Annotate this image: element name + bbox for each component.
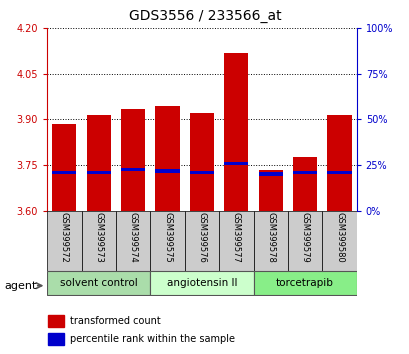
- Bar: [292, 171, 317, 174]
- Text: angiotensin II: angiotensin II: [166, 278, 236, 288]
- Bar: [253, 211, 287, 271]
- Bar: [287, 211, 321, 271]
- Bar: [150, 211, 184, 271]
- Bar: [224, 53, 248, 211]
- Text: torcetrapib: torcetrapib: [276, 278, 333, 288]
- Bar: [52, 124, 76, 211]
- Bar: [86, 171, 110, 174]
- Bar: [184, 211, 218, 271]
- Text: GSM399580: GSM399580: [334, 212, 343, 263]
- Text: GSM399574: GSM399574: [128, 212, 137, 263]
- Bar: [253, 270, 356, 295]
- Text: transformed count: transformed count: [70, 316, 160, 326]
- Text: GSM399575: GSM399575: [163, 212, 172, 263]
- Text: solvent control: solvent control: [60, 278, 137, 288]
- Text: GSM399576: GSM399576: [197, 212, 206, 263]
- Text: GSM399577: GSM399577: [231, 212, 240, 263]
- Bar: [321, 211, 356, 271]
- Bar: [86, 115, 110, 211]
- Text: GSM399573: GSM399573: [94, 212, 103, 263]
- Bar: [48, 333, 64, 345]
- Bar: [218, 211, 253, 271]
- Text: GSM399572: GSM399572: [60, 212, 69, 263]
- Text: GSM399579: GSM399579: [300, 212, 309, 263]
- Bar: [189, 171, 213, 174]
- Bar: [327, 115, 351, 211]
- Bar: [189, 113, 213, 211]
- Bar: [47, 270, 150, 295]
- Bar: [224, 162, 248, 165]
- Bar: [150, 270, 253, 295]
- Bar: [121, 168, 145, 171]
- Bar: [116, 211, 150, 271]
- Bar: [48, 315, 64, 327]
- Bar: [155, 170, 179, 173]
- Bar: [52, 171, 76, 174]
- Text: agent: agent: [4, 281, 36, 291]
- Bar: [292, 158, 317, 211]
- Bar: [258, 170, 282, 211]
- Text: percentile rank within the sample: percentile rank within the sample: [70, 334, 234, 344]
- Bar: [258, 172, 282, 176]
- Text: GSM399578: GSM399578: [265, 212, 274, 263]
- Text: GDS3556 / 233566_at: GDS3556 / 233566_at: [128, 9, 281, 23]
- Bar: [81, 211, 116, 271]
- Bar: [155, 106, 179, 211]
- Bar: [47, 211, 81, 271]
- Bar: [121, 109, 145, 211]
- Bar: [327, 171, 351, 174]
